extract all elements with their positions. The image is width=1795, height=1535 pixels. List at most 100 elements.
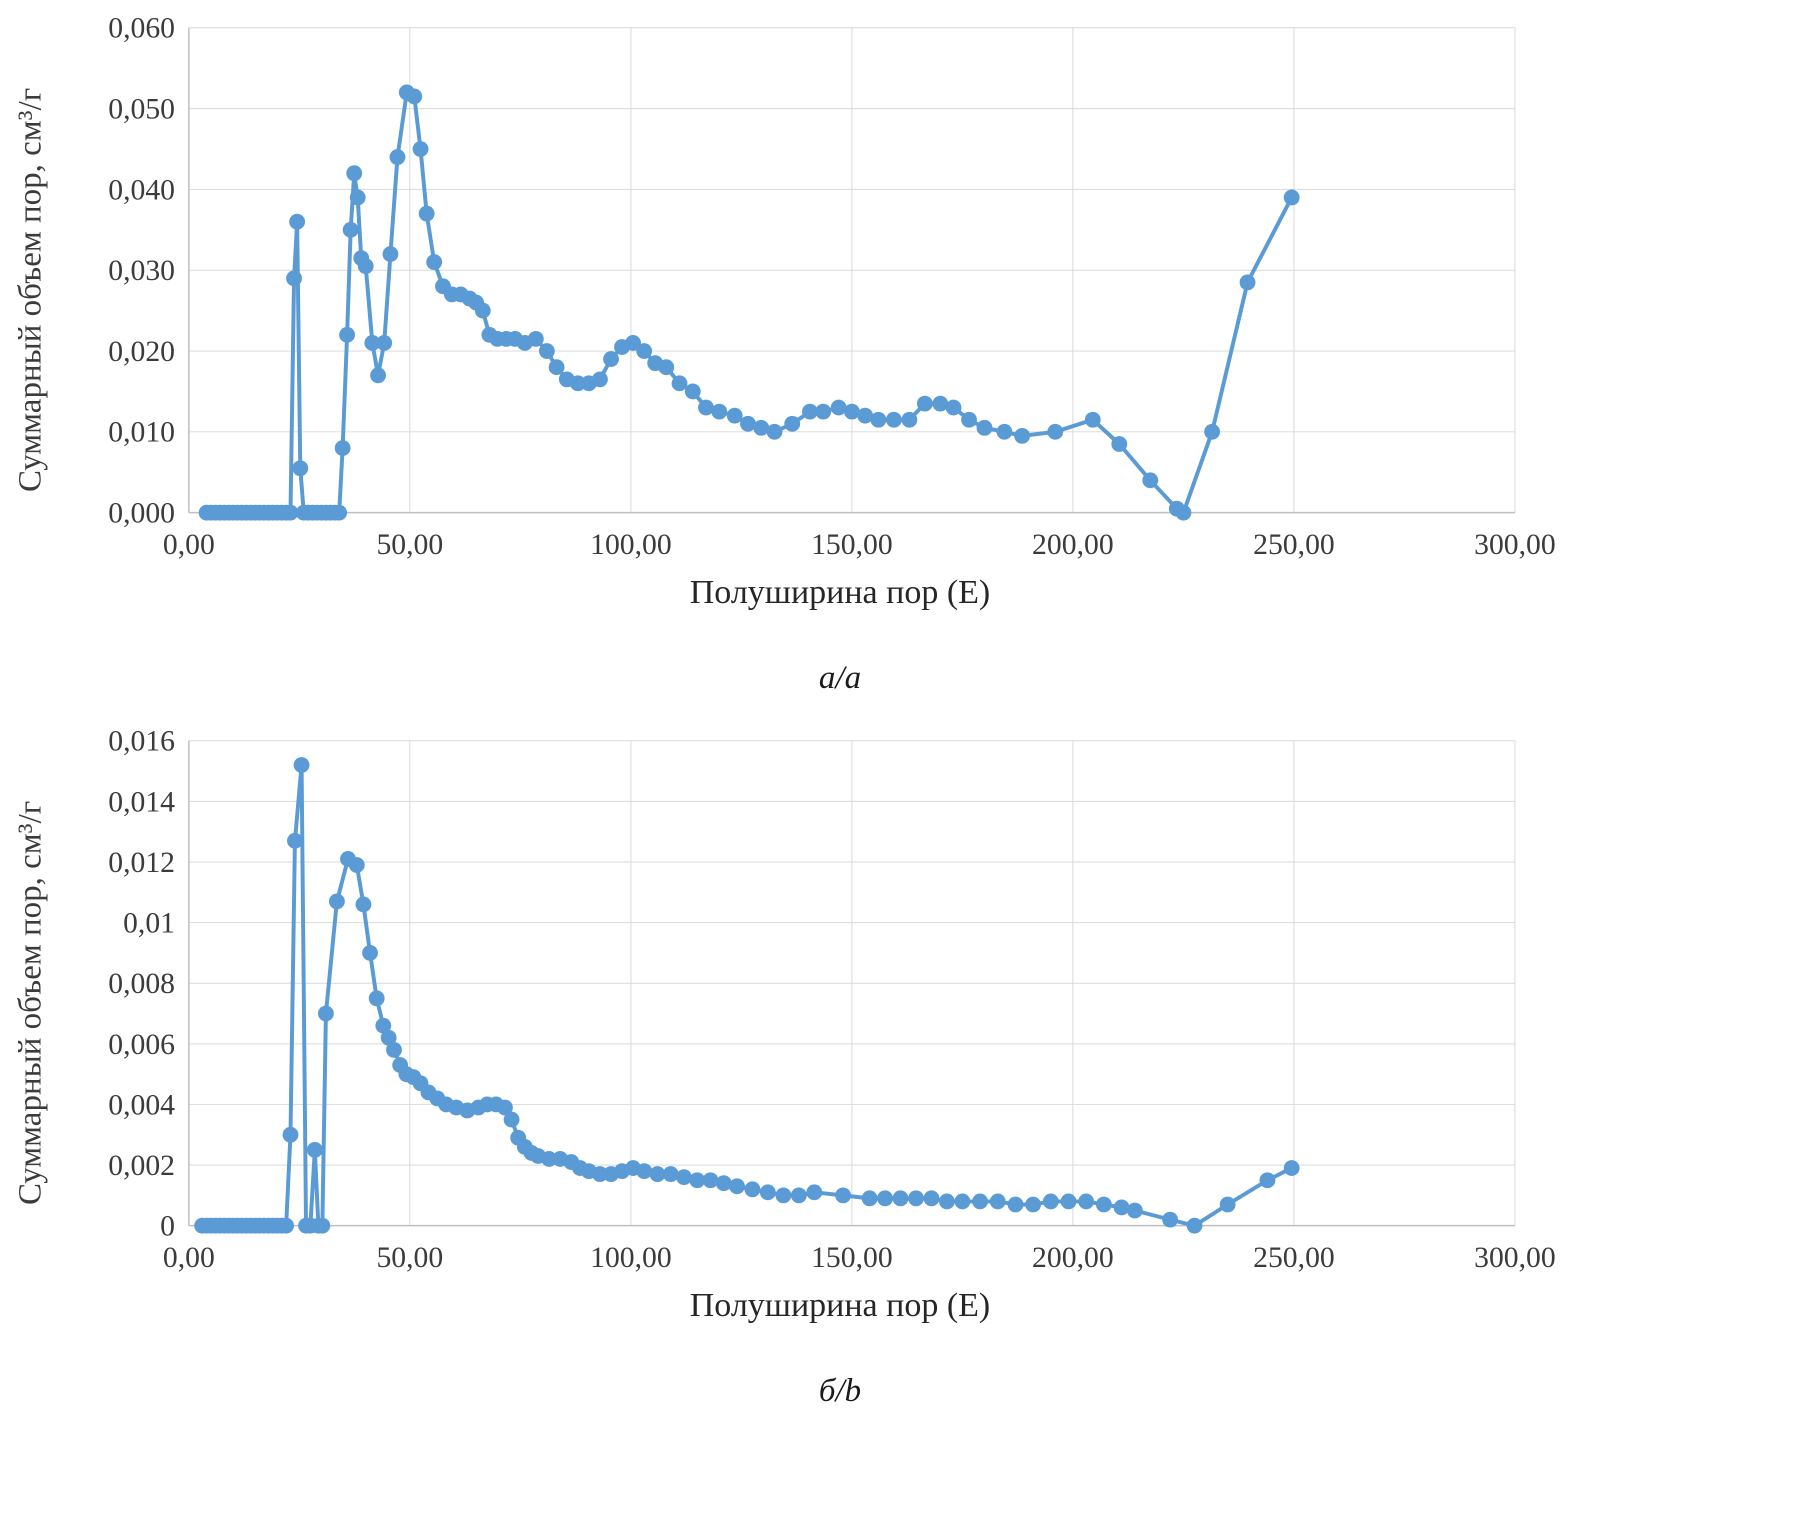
- data-point: [368, 990, 385, 1007]
- data-point: [1007, 1196, 1024, 1213]
- x-tick-label: 0,00: [163, 529, 215, 561]
- data-point: [1126, 1202, 1143, 1219]
- data-point: [698, 399, 714, 416]
- data-point: [815, 403, 832, 420]
- data-point: [375, 1017, 392, 1034]
- y-tick-label: 0,01: [123, 908, 175, 940]
- data-point: [503, 1111, 520, 1128]
- data-point: [932, 395, 949, 412]
- y-tick-label: 0,008: [108, 968, 175, 1000]
- data-point: [676, 1169, 692, 1186]
- data-point: [972, 1193, 988, 1210]
- data-point: [370, 367, 386, 384]
- data-point: [1084, 411, 1101, 428]
- data-point: [726, 407, 743, 424]
- data-point: [406, 88, 423, 105]
- data-point: [289, 213, 306, 230]
- chart-b-row: Суммарный объем пор, см³/г 0 0,002 0,004 0,…: [0, 723, 1795, 1283]
- data-point: [342, 221, 359, 238]
- data-point: [1283, 1160, 1300, 1176]
- data-point: [766, 423, 783, 440]
- data-point: [1219, 1196, 1236, 1213]
- data-point: [715, 1175, 732, 1192]
- data-point: [538, 343, 555, 359]
- data-point: [885, 411, 902, 428]
- data-point: [382, 246, 399, 262]
- data-point: [830, 399, 847, 416]
- y-tick-label: 0,004: [108, 1089, 175, 1121]
- y-axis-title-b: Суммарный объем пор, см³/г: [12, 800, 49, 1206]
- x-tick-label: 150,00: [811, 529, 893, 561]
- data-point: [426, 254, 443, 271]
- data-point: [1204, 423, 1221, 440]
- data-point: [293, 757, 310, 773]
- data-point: [331, 504, 348, 521]
- data-point: [945, 399, 962, 416]
- data-point: [961, 411, 977, 428]
- data-point: [314, 1217, 331, 1234]
- data-point: [1111, 436, 1128, 452]
- y-tick-label: 0,010: [108, 417, 175, 449]
- data-point: [658, 359, 675, 376]
- figure-page: Суммарный объем пор, см³/г 0,000 0,010 0,0…: [0, 10, 1795, 1409]
- data-point: [861, 1190, 878, 1207]
- data-point: [1259, 1172, 1276, 1189]
- data-point: [835, 1187, 852, 1204]
- data-point: [592, 1166, 608, 1183]
- data-point: [1186, 1217, 1203, 1234]
- data-point: [802, 403, 818, 420]
- data-point: [625, 335, 642, 351]
- x-tick-label: 200,00: [1032, 529, 1114, 561]
- data-point: [389, 149, 406, 166]
- data-point: [603, 351, 619, 367]
- data-point: [938, 1193, 955, 1210]
- data-point: [357, 258, 374, 275]
- x-tick-label: 50,00: [376, 529, 443, 561]
- data-point: [857, 407, 874, 424]
- data-point: [636, 343, 653, 359]
- data-point: [282, 1126, 299, 1143]
- data-point: [328, 893, 345, 910]
- data-point: [569, 375, 586, 392]
- x-tick-label: 300,00: [1474, 529, 1556, 561]
- chart-a-block: Суммарный объем пор, см³/г 0,000 0,010 0,0…: [0, 10, 1795, 697]
- data-point: [497, 1099, 513, 1116]
- data-point: [877, 1190, 893, 1207]
- data-point: [684, 383, 701, 400]
- data-point: [989, 1193, 1006, 1210]
- data-point: [418, 205, 435, 222]
- chart-a-caption: а/a: [818, 660, 862, 696]
- data-point: [740, 415, 756, 432]
- data-point: [1113, 1199, 1130, 1216]
- x-tick-label: 200,00: [1032, 1242, 1114, 1274]
- x-tick-label: 250,00: [1253, 1242, 1335, 1274]
- data-point: [901, 411, 918, 428]
- y-tick-label: 0,014: [108, 786, 175, 818]
- data-point: [364, 335, 381, 351]
- data-point: [1095, 1196, 1112, 1213]
- data-point: [286, 270, 302, 287]
- data-point: [548, 359, 565, 376]
- data-point: [806, 1184, 823, 1201]
- data-point: [362, 945, 378, 961]
- data-point: [306, 1141, 323, 1158]
- data-point: [334, 440, 351, 456]
- data-point: [636, 1163, 653, 1180]
- data-point: [1142, 472, 1159, 489]
- data-point: [287, 832, 303, 849]
- data-point: [376, 335, 393, 351]
- data-point: [775, 1187, 792, 1204]
- y-tick-label: 0,006: [108, 1029, 175, 1061]
- data-point: [923, 1190, 940, 1207]
- data-point: [1239, 274, 1256, 291]
- x-tick-label: 100,00: [590, 1242, 672, 1274]
- data-point: [412, 141, 429, 157]
- data-point: [339, 326, 356, 343]
- series-line: [200, 763, 1294, 1228]
- data-point: [318, 1005, 334, 1022]
- x-tick-label: 300,00: [1474, 1242, 1556, 1274]
- data-point: [1060, 1193, 1077, 1210]
- data-point: [1014, 427, 1031, 444]
- data-point: [292, 460, 309, 477]
- data-point: [689, 1172, 706, 1189]
